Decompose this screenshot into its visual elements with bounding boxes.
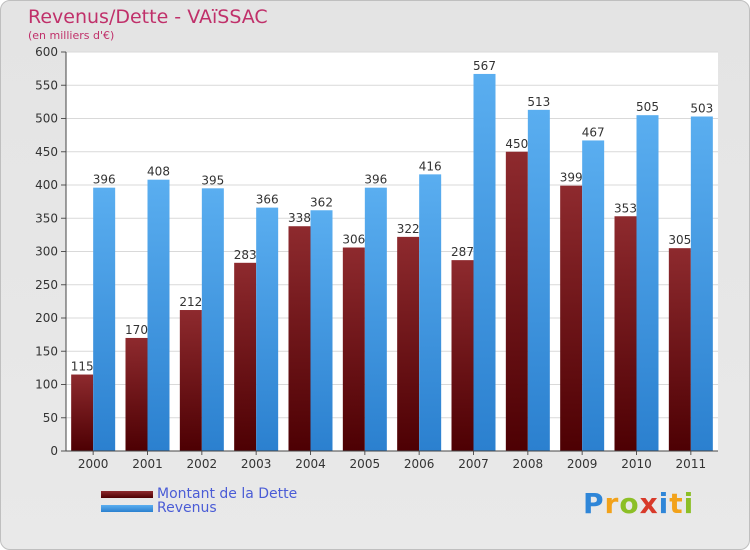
bar-revenus	[93, 187, 116, 451]
bar-dette	[668, 248, 691, 451]
data-label-revenus: 467	[582, 125, 605, 139]
data-label-dette: 450	[505, 137, 528, 151]
x-tick-label: 2010	[621, 457, 652, 471]
x-tick-label: 2008	[513, 457, 544, 471]
y-tick-label: 150	[35, 344, 58, 358]
data-label-revenus: 362	[310, 195, 333, 209]
logo-letter: o	[619, 487, 640, 520]
bar-revenus	[310, 210, 333, 451]
data-label-dette: 322	[397, 222, 420, 236]
data-label-dette: 338	[288, 211, 311, 225]
data-label-revenus: 513	[527, 95, 550, 109]
legend-label-dette: Montant de la Dette	[157, 486, 298, 502]
y-tick-label: 0	[50, 444, 58, 458]
data-label-dette: 306	[342, 233, 365, 247]
y-tick-label: 100	[35, 378, 58, 392]
data-label-revenus: 396	[93, 173, 116, 187]
y-tick-label: 600	[35, 45, 58, 59]
x-tick-label: 2000	[78, 457, 109, 471]
x-tick-label: 2004	[295, 457, 326, 471]
data-label-dette: 212	[179, 295, 202, 309]
bar-dette	[125, 337, 148, 451]
legend: Montant de la Dette Revenus	[101, 486, 298, 516]
x-tick-label: 2007	[458, 457, 489, 471]
bar-dette	[451, 260, 474, 451]
chart-title: Revenus/Dette - VAïSSAC	[28, 6, 268, 28]
data-label-revenus: 396	[364, 173, 387, 187]
y-tick-label: 200	[35, 311, 58, 325]
legend-label-revenus: Revenus	[157, 500, 217, 516]
y-tick-label: 450	[35, 145, 58, 159]
data-label-dette: 353	[614, 201, 637, 215]
data-label-dette: 399	[560, 171, 583, 185]
y-tick-label: 350	[35, 211, 58, 225]
logo-letter: r	[604, 487, 620, 520]
data-label-dette: 287	[451, 245, 474, 259]
logo-letter: x	[639, 487, 659, 520]
bar-dette	[288, 226, 311, 451]
bar-revenus	[473, 73, 496, 451]
bar-revenus	[364, 187, 387, 451]
x-tick-label: 2002	[187, 457, 218, 471]
y-tick-label: 550	[35, 78, 58, 92]
legend-swatch-revenus	[101, 504, 153, 512]
data-label-dette: 170	[125, 323, 148, 337]
data-label-revenus: 408	[147, 165, 170, 179]
chart-subtitle: (en milliers d'€)	[28, 29, 115, 42]
x-tick-label: 2005	[350, 457, 381, 471]
bar-revenus	[582, 140, 605, 451]
x-tick-label: 2001	[132, 457, 163, 471]
logo-letter: i	[683, 487, 695, 520]
data-label-revenus: 503	[690, 102, 713, 116]
data-label-revenus: 395	[201, 173, 224, 187]
x-tick-label: 2003	[241, 457, 272, 471]
bar-revenus	[147, 179, 170, 451]
data-label-revenus: 505	[636, 100, 659, 114]
data-label-dette: 115	[71, 360, 94, 374]
logo-letter: t	[669, 487, 684, 520]
bar-revenus	[690, 116, 713, 451]
legend-item-revenus: Revenus	[101, 500, 297, 516]
bar-dette	[71, 374, 94, 451]
data-label-revenus: 567	[473, 59, 496, 73]
bar-dette	[560, 185, 583, 452]
bar-dette	[397, 236, 420, 451]
y-tick-label: 300	[35, 245, 58, 259]
y-tick-label: 250	[35, 278, 58, 292]
legend-item-dette: Montant de la Dette	[101, 486, 298, 502]
data-label-revenus: 416	[419, 159, 442, 173]
bar-revenus	[256, 207, 279, 451]
bar-revenus	[419, 174, 442, 452]
y-tick-label: 400	[35, 178, 58, 192]
bar-dette	[179, 310, 202, 451]
bar-dette	[614, 216, 637, 451]
data-label-dette: 305	[668, 233, 691, 247]
data-label-revenus: 366	[256, 193, 279, 207]
bar-revenus	[201, 188, 224, 451]
y-tick-label: 50	[43, 411, 58, 425]
bar-dette	[342, 247, 365, 451]
x-tick-label: 2009	[567, 457, 598, 471]
logo-letter: i	[658, 487, 670, 520]
bar-revenus	[527, 109, 550, 451]
bar-revenus	[636, 115, 659, 452]
x-tick-label: 2011	[676, 457, 707, 471]
bar-dette	[234, 262, 257, 451]
logo-letter: P	[583, 487, 605, 520]
bar-dette	[505, 151, 528, 451]
y-tick-label: 500	[35, 112, 58, 126]
data-label-dette: 283	[234, 248, 257, 262]
proxiti-logo: Proxiti	[583, 487, 694, 520]
x-tick-label: 2006	[404, 457, 435, 471]
legend-swatch-dette	[101, 490, 153, 498]
